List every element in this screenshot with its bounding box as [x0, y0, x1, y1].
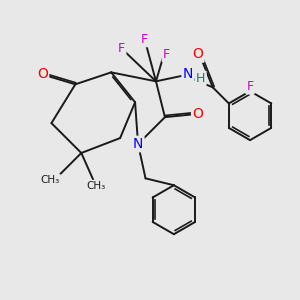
Text: F: F: [163, 48, 170, 61]
Text: F: F: [140, 33, 148, 46]
Text: O: O: [37, 67, 48, 81]
Text: F: F: [247, 80, 254, 93]
Text: CH₃: CH₃: [40, 175, 60, 185]
Text: F: F: [118, 42, 125, 55]
Text: CH₃: CH₃: [87, 181, 106, 191]
Text: N: N: [183, 67, 193, 81]
Text: N: N: [133, 137, 143, 151]
Text: H: H: [196, 72, 206, 85]
Text: O: O: [192, 47, 203, 61]
Text: O: O: [192, 107, 203, 121]
